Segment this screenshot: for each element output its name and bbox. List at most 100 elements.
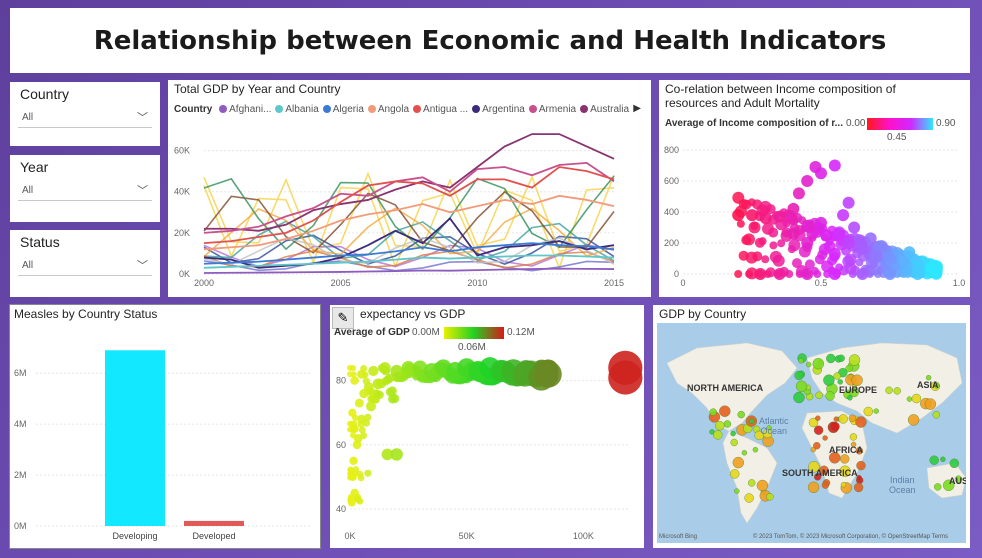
y-tick-label: 6M: [14, 368, 27, 378]
map-attribution[interactable]: © 2023 TomTom, © 2023 Microsoft Corporat…: [752, 534, 948, 540]
map-bubble: [729, 469, 740, 479]
map-bubble: [932, 411, 940, 419]
data-point: [870, 249, 883, 262]
map-bubble: [848, 354, 861, 366]
map-bubble: [855, 447, 864, 455]
data-point: [844, 262, 857, 275]
format-brush-icon[interactable]: ✎: [332, 307, 354, 329]
map-bubble: [907, 414, 920, 426]
map-bubble: [723, 420, 732, 428]
color-legend: Average of GDP: [334, 327, 410, 338]
map-bubble: [744, 493, 754, 503]
legend-dot: [413, 105, 422, 113]
data-point: [777, 239, 786, 248]
legend-item[interactable]: Antigua ...: [423, 104, 469, 115]
data-point: [381, 448, 394, 461]
year-slicer: Year All ﹀: [10, 155, 160, 222]
map-visual[interactable]: GDP by Country NORTH AMERICA EUROPE ASIA…: [653, 305, 970, 548]
data-point: [787, 245, 796, 254]
map-bubble: [949, 458, 959, 469]
data-point: [356, 497, 364, 505]
legend-label: Average of Income composition of r...: [665, 118, 843, 129]
series-line: [203, 243, 615, 268]
data-point: [801, 175, 814, 187]
map-bubble: [813, 441, 821, 450]
series-line: [204, 133, 615, 232]
data-point: [348, 408, 357, 417]
legend-item[interactable]: Angola: [377, 104, 410, 115]
data-point: [745, 251, 758, 264]
map-bubble: [906, 396, 913, 402]
data-point: [873, 270, 882, 278]
legend-item[interactable]: Australia: [590, 104, 630, 115]
dropdown-value: All: [22, 260, 34, 271]
world-map-svg: [666, 342, 966, 524]
ocean-label: Atlantic Ocean: [759, 416, 789, 436]
map-bubble: [839, 454, 850, 464]
legend-item[interactable]: Algeria: [332, 104, 364, 115]
series-line: [203, 190, 615, 254]
map-bubble: [719, 405, 731, 417]
x-tick-label: 2010: [467, 278, 487, 288]
data-point: [353, 434, 363, 443]
data-point: [864, 232, 877, 245]
map-bubble: [823, 374, 835, 386]
gdp-line-chart-visual[interactable]: Total GDP by Year and Country Country Af…: [168, 80, 651, 297]
map-label: AUS: [949, 476, 966, 486]
map-bubbles: [708, 353, 963, 503]
legend-max: 0.12M: [507, 327, 535, 338]
data-point: [815, 167, 827, 180]
legend-dot: [580, 105, 589, 113]
data-point: [347, 371, 354, 378]
data-point: [759, 212, 772, 225]
income-scatter-visual[interactable]: Co-relation between Income composition o…: [659, 80, 970, 297]
map-bubble: [851, 374, 863, 386]
life-gdp-scatter-visual[interactable]: ✎ expectancy vs GDP Average of GDP 0.00M…: [330, 305, 644, 548]
y-tick-label: 4M: [14, 419, 27, 429]
map-bubble: [911, 393, 922, 404]
country-dropdown[interactable]: All ﹀: [18, 108, 152, 128]
data-point: [803, 221, 816, 234]
series-line: [203, 254, 615, 269]
map-bubble: [847, 395, 853, 401]
map-bubble: [848, 414, 857, 423]
visual-title: expectancy vs GDP: [360, 307, 466, 321]
data-point: [815, 216, 827, 229]
data-point: [349, 365, 357, 372]
legend-item[interactable]: Argentina: [482, 104, 525, 115]
data-point: [842, 196, 855, 209]
data-point: [790, 217, 799, 226]
data-point: [844, 253, 857, 266]
data-point: [372, 378, 384, 390]
map-bubble: [748, 418, 755, 424]
map-canvas[interactable]: NORTH AMERICA EUROPE ASIA SOUTH AMERICA …: [657, 323, 966, 543]
data-point: [828, 159, 841, 172]
data-point: [768, 227, 779, 238]
legend-item[interactable]: Afghani...: [229, 104, 272, 115]
visual-title: Measles by Country Status: [14, 307, 158, 321]
y-tick-label: 40K: [174, 187, 190, 197]
legend-item[interactable]: Albania: [285, 104, 319, 115]
data-point: [349, 456, 358, 466]
chevron-right-icon[interactable]: ▶: [633, 103, 641, 114]
legend-item[interactable]: Armenia: [538, 104, 577, 115]
map-bubble: [825, 391, 835, 401]
map-bubble: [741, 450, 748, 456]
measles-bar-visual[interactable]: Measles by Country Status 0M 2M 4M 6M Develo…: [9, 304, 321, 549]
legend-min: 0.00M: [412, 327, 440, 338]
data-point: [787, 227, 800, 240]
data-point: [387, 394, 398, 404]
map-bubble: [838, 414, 848, 424]
year-dropdown[interactable]: All ﹀: [18, 181, 152, 201]
map-bubble: [805, 361, 812, 368]
data-point: [773, 210, 786, 223]
map-bubble: [833, 416, 840, 422]
data-point: [911, 258, 924, 271]
status-dropdown[interactable]: All ﹀: [18, 256, 152, 276]
series-line: [203, 194, 615, 251]
bar-chart-svg: 0M 2M 4M 6M Developing Developed: [14, 350, 310, 541]
data-point: [761, 255, 770, 264]
data-point: [608, 350, 643, 385]
data-point: [741, 235, 752, 246]
visual-title: Co-relation between Income composition o…: [665, 82, 896, 110]
